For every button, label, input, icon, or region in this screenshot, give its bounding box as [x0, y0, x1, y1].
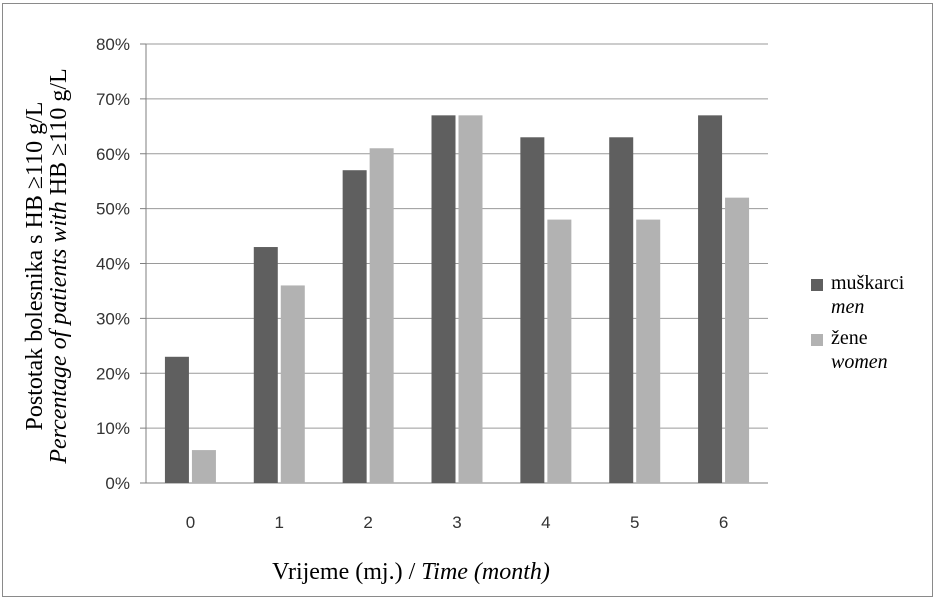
y-tick-label-1: 10% — [96, 419, 130, 438]
y-axis-title-line2: Percentage of patients with HB ≥110 g/L — [46, 68, 72, 464]
y-tick-label-8: 80% — [96, 35, 130, 54]
bar-men-6 — [698, 115, 723, 484]
legend-label-women-en: women — [831, 351, 888, 373]
x-tick-label-4: 4 — [541, 513, 550, 532]
y-tick-label-5: 50% — [96, 200, 130, 219]
y-axis-title-line1-suffix: 110 g/L — [22, 102, 48, 176]
y-axis-title-line1: Postotak bolesnika s HB ≥110 g/L — [22, 102, 48, 431]
x-tick-label-1: 1 — [275, 513, 284, 532]
x-tick-label-6: 6 — [719, 513, 728, 532]
y-axis-title-line2-suffix: 110 g/L — [46, 68, 72, 142]
grid — [140, 43, 768, 484]
y-axis-title: Postotak bolesnika s HB ≥110 g/L Percent… — [22, 68, 72, 464]
bar-women-5 — [636, 219, 661, 483]
legend-label-women: žene — [831, 327, 868, 349]
bar-men-3 — [431, 115, 456, 484]
x-tick-label-2: 2 — [363, 513, 372, 532]
y-axis-title-line2-rel: ≥ — [46, 143, 72, 156]
y-tick-label-0: 0% — [105, 474, 130, 493]
legend: muškarci men žene women — [811, 272, 905, 373]
bar-women-1 — [280, 285, 305, 483]
bar-men-2 — [342, 170, 367, 483]
legend-swatch-men — [811, 279, 823, 291]
y-tick-label-7: 70% — [96, 90, 130, 109]
bar-men-4 — [520, 137, 545, 483]
bar-women-0 — [191, 450, 216, 483]
bar-women-2 — [369, 148, 394, 483]
bar-women-6 — [725, 197, 750, 483]
y-axis-title-line1-prefix: Postotak bolesnika s HB — [22, 189, 48, 430]
y-tick-label-3: 30% — [96, 309, 130, 328]
x-tick-label-3: 3 — [452, 513, 461, 532]
y-axis-title-line2-italic: Percentage of patients with — [46, 201, 72, 464]
bar-men-1 — [253, 247, 278, 483]
bar-men-5 — [609, 137, 634, 483]
bar-women-3 — [458, 115, 483, 484]
y-tick-labels: 0% 10% 20% 30% 40% 50% 60% 70% 80% — [96, 35, 130, 493]
bar-women-4 — [547, 219, 572, 483]
legend-label-men-en: men — [831, 296, 864, 318]
y-tick-label-6: 60% — [96, 145, 130, 164]
legend-swatch-women — [811, 334, 823, 346]
x-axis-title-italic: Time (month) — [421, 559, 550, 585]
legend-label-men: muškarci — [831, 272, 905, 294]
y-tick-label-4: 40% — [96, 255, 130, 274]
bar-men-0 — [164, 356, 189, 483]
x-axis-title: Vrijeme (mj.) / Time (month) — [272, 559, 550, 585]
y-tick-label-2: 20% — [96, 364, 130, 383]
x-tick-label-0: 0 — [186, 513, 195, 532]
x-axis-title-main: Vrijeme (mj.) / — [272, 559, 421, 585]
bars — [164, 115, 750, 484]
y-axis-title-line2-prefix: HB — [46, 156, 72, 201]
x-tick-labels: 0 1 2 3 4 5 6 — [186, 513, 729, 532]
y-axis-title-line1-rel: ≥ — [22, 176, 48, 189]
x-tick-label-5: 5 — [630, 513, 639, 532]
